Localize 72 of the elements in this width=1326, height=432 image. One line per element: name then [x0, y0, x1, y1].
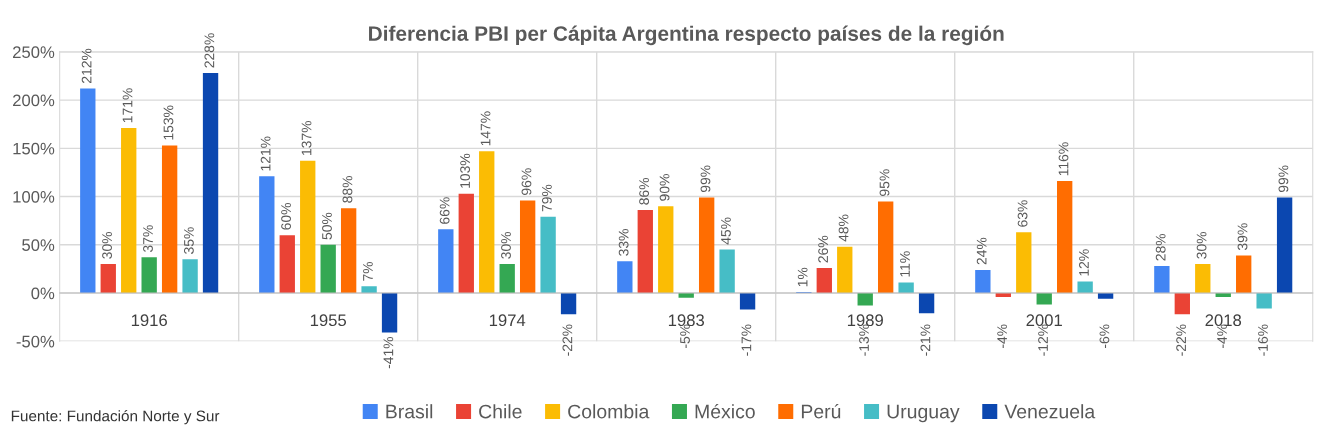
data-label: 28% [1155, 233, 1166, 261]
data-label: -22% [562, 324, 573, 356]
data-label: 33% [618, 229, 629, 256]
x-tick-label: 1916 [131, 314, 167, 327]
data-label: 121% [260, 136, 271, 171]
data-label: 35% [183, 227, 194, 254]
legend-label: Venezuela [1004, 404, 1096, 419]
data-label: 86% [639, 177, 650, 205]
data-label: -4% [1217, 324, 1227, 348]
data-label: -12% [1038, 324, 1048, 356]
x-tick-label: 1989 [847, 314, 883, 327]
legend-label: Uruguay [887, 404, 960, 423]
data-label: 99% [1278, 165, 1289, 193]
data-label: 116% [1058, 142, 1069, 176]
data-label: 30% [501, 231, 511, 259]
data-label: 147% [480, 111, 491, 146]
data-label: 88% [342, 176, 353, 203]
data-label: 95% [879, 169, 890, 196]
data-label: 50% [322, 212, 332, 240]
data-label: 45% [721, 217, 731, 245]
y-tick-label: 0% [31, 287, 55, 300]
x-tick-label: 1983 [668, 314, 705, 327]
data-label: -4% [997, 324, 1007, 348]
y-tick-label: 100% [13, 190, 55, 203]
data-label: -13% [859, 324, 869, 356]
data-label: 63% [1017, 200, 1028, 227]
y-tick-label: 200% [13, 94, 55, 107]
data-label: 1% [797, 267, 808, 287]
x-tick-label: 2018 [1205, 314, 1242, 327]
data-label: 60% [281, 203, 291, 230]
data-label: 99% [700, 165, 711, 193]
data-label: -6% [1099, 324, 1110, 348]
data-label: 103% [460, 153, 471, 188]
data-label: 153% [163, 105, 174, 140]
data-label: 228% [204, 33, 215, 68]
legend-label: Colombia [568, 404, 650, 419]
y-tick-label: 50% [22, 239, 55, 251]
data-label: 96% [521, 168, 532, 195]
data-label: -17% [741, 324, 752, 356]
data-label: 11% [900, 251, 910, 277]
data-label: 66% [439, 197, 450, 224]
legend-label: Brasil [386, 404, 433, 419]
data-label: 30% [1196, 231, 1207, 259]
data-label: -16% [1258, 324, 1268, 356]
data-label: -21% [920, 324, 931, 356]
legend-label: Chile [479, 404, 522, 419]
data-label: -22% [1176, 324, 1186, 356]
data-label: 24% [976, 237, 987, 265]
chart-title: Diferencia PBI per Cápita Argentina respecto países de la región [369, 25, 1004, 46]
data-label: -41% [383, 336, 394, 369]
y-tick-label: -50% [16, 335, 55, 348]
x-tick-label: 2001 [1026, 314, 1062, 327]
legend-label: México [695, 403, 755, 419]
data-label: -5% [680, 324, 690, 348]
x-tick-label: 1955 [310, 314, 347, 327]
x-tick-label: 1974 [489, 314, 526, 327]
data-label: 90% [659, 174, 670, 201]
data-label: 48% [838, 214, 849, 242]
y-tick-label: 250% [13, 46, 55, 59]
y-tick-label: 150% [13, 142, 55, 155]
legend-label: Perú [801, 403, 841, 419]
data-label: 137% [301, 121, 312, 155]
data-label: 79% [542, 184, 552, 212]
data-label: 171% [122, 88, 133, 123]
data-label: 7% [363, 261, 373, 281]
data-label: 26% [818, 235, 829, 263]
data-label: 12% [1079, 249, 1089, 276]
source-note: Fuente: Fundación Norte y Sur [11, 409, 220, 425]
data-label: 37% [143, 225, 153, 252]
data-label: 30% [102, 231, 112, 259]
data-label: 39% [1237, 223, 1248, 251]
data-label: 212% [81, 48, 92, 83]
